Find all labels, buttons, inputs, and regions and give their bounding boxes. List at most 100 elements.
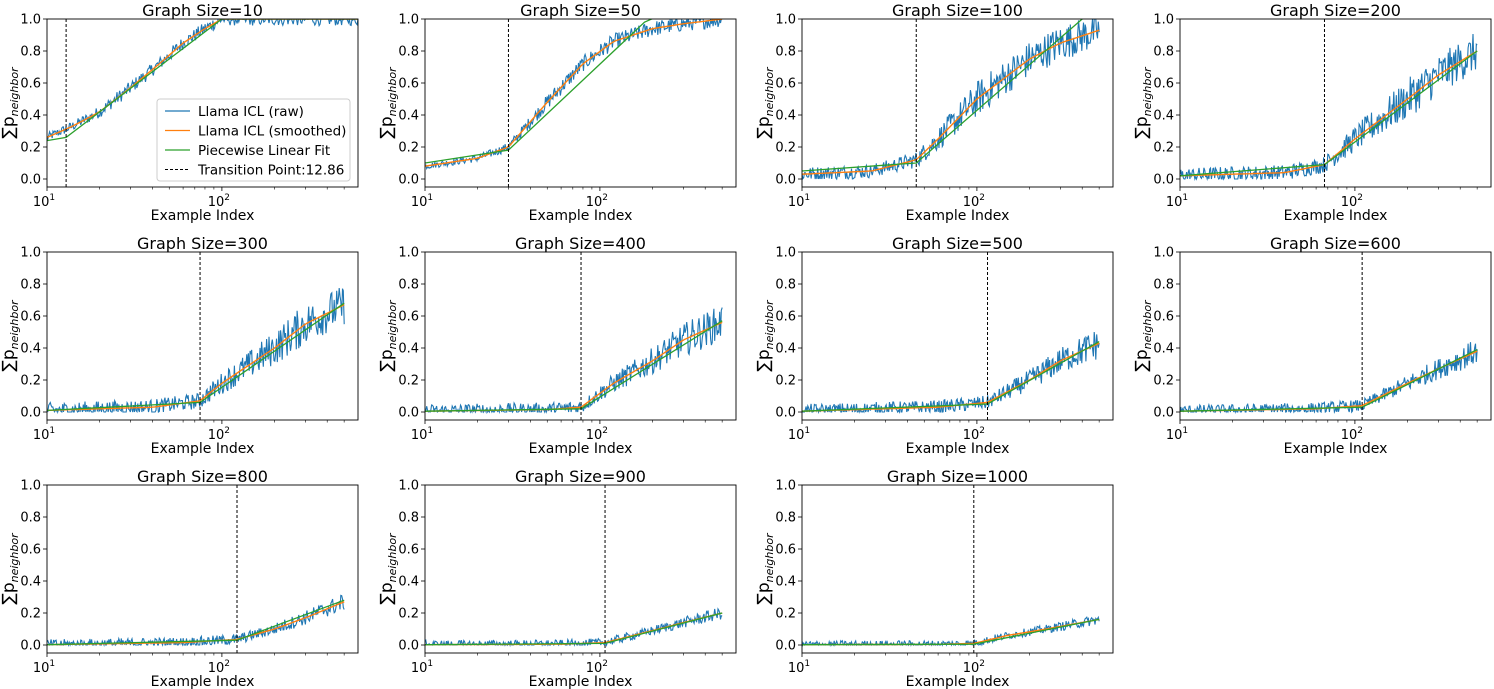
y-tick-label: 0.8	[775, 45, 796, 60]
y-tick-label: 0.2	[775, 141, 796, 156]
x-tick-label: 101	[1166, 426, 1188, 443]
smoothed-series-line	[802, 342, 1100, 412]
x-tick-label: 102	[1341, 193, 1363, 210]
x-tick-label: 101	[411, 193, 433, 210]
y-tick-label: 0.6	[775, 77, 796, 92]
y-tick-label: 0.6	[398, 77, 419, 92]
y-axis-label: ∑pneighbor	[377, 532, 399, 605]
piecewise-fit-line	[47, 19, 358, 142]
subplot: Graph Size=400 0.0 0.2 0.4 0.6 0.8 1.0 101 102Ex…	[377, 234, 737, 457]
x-tick-label: 102	[586, 426, 608, 443]
y-tick-label: 1.0	[1153, 246, 1174, 261]
subplot-title: Graph Size=300	[137, 234, 268, 253]
axes-frame	[1179, 251, 1492, 421]
y-tick-label: 1.0	[398, 479, 419, 494]
y-tick-label: 0.8	[775, 511, 796, 526]
axes-frame	[424, 251, 737, 421]
axes-frame	[801, 484, 1114, 654]
y-axis-label: ∑pneighbor	[754, 532, 776, 605]
y-tick-label: 0.6	[20, 310, 41, 325]
axes-frame	[46, 251, 359, 421]
axes-frame	[46, 18, 359, 188]
x-tick-label: 101	[33, 426, 55, 443]
y-tick-label: 0.6	[1153, 310, 1174, 325]
raw-series-line	[47, 594, 345, 647]
y-tick-label: 0.8	[398, 278, 419, 293]
x-tick-label: 102	[963, 193, 985, 210]
plot-area	[47, 19, 358, 187]
y-tick-label: 0.0	[20, 639, 41, 654]
x-tick-label: 101	[788, 659, 810, 676]
x-tick-label: 101	[33, 193, 55, 210]
y-tick-label: 0.6	[775, 543, 796, 558]
subplot: Graph Size=10 0.0 0.2 0.4 0.6 0.8 1.0 101 102Exa…	[0, 1, 359, 224]
subplot-title: Graph Size=500	[892, 234, 1023, 253]
smoothed-series-line	[425, 612, 723, 646]
x-tick-label: 102	[963, 659, 985, 676]
y-tick-label: 1.0	[398, 246, 419, 261]
y-axis-label: ∑pneighbor	[0, 66, 21, 139]
x-tick-label: 102	[208, 426, 230, 443]
y-tick-label: 0.0	[398, 406, 419, 421]
x-axis-label: Example Index	[529, 674, 633, 689]
x-tick-label: 102	[1341, 426, 1363, 443]
x-tick-label: 101	[1166, 193, 1188, 210]
y-tick-label: 0.0	[1153, 173, 1174, 188]
legend-label: Piecewise Linear Fit	[198, 143, 330, 159]
subplot: Graph Size=800 0.0 0.2 0.4 0.6 0.8 1.0 101 102Ex…	[0, 467, 359, 689]
y-tick-label: 0.4	[20, 342, 41, 357]
y-tick-label: 0.2	[398, 141, 419, 156]
piecewise-fit-line	[47, 599, 345, 646]
y-tick-label: 0.6	[20, 77, 41, 92]
y-tick-label: 0.2	[20, 374, 41, 389]
raw-series-line	[425, 607, 723, 648]
y-tick-label: 0.4	[20, 575, 41, 590]
y-tick-label: 0.2	[775, 374, 796, 389]
plot-area	[802, 252, 1100, 420]
y-axis-label: ∑pneighbor	[377, 66, 399, 139]
y-tick-label: 1.0	[20, 13, 41, 28]
y-tick-label: 1.0	[775, 479, 796, 494]
subplot: Graph Size=900 0.0 0.2 0.4 0.6 0.8 1.0 101 102Ex…	[377, 467, 737, 689]
piecewise-fit-line	[425, 19, 654, 164]
y-tick-label: 0.6	[775, 310, 796, 325]
y-tick-label: 0.0	[775, 639, 796, 654]
y-tick-label: 0.4	[398, 109, 419, 124]
y-tick-label: 1.0	[20, 246, 41, 261]
subplot: Graph Size=600 0.0 0.2 0.4 0.6 0.8 1.0 101 102Ex…	[1132, 234, 1492, 457]
y-tick-label: 0.0	[20, 406, 41, 421]
plot-area	[802, 19, 1100, 187]
x-tick-label: 102	[208, 659, 230, 676]
subplot-title: Graph Size=800	[137, 467, 268, 486]
legend-label: Llama ICL (raw)	[198, 104, 304, 120]
x-axis-label: Example Index	[906, 208, 1010, 224]
legend-label: Transition Point:12.86	[197, 163, 344, 179]
y-tick-label: 0.8	[398, 511, 419, 526]
plot-area	[425, 252, 723, 420]
x-axis-label: Example Index	[151, 441, 255, 457]
legend-label: Llama ICL (smoothed)	[198, 124, 346, 140]
y-tick-label: 0.4	[1153, 109, 1174, 124]
y-tick-label: 0.4	[20, 109, 41, 124]
y-tick-label: 0.4	[398, 575, 419, 590]
y-tick-label: 0.2	[1153, 141, 1174, 156]
plot-area	[425, 485, 723, 653]
subplot: Graph Size=200 0.0 0.2 0.4 0.6 0.8 1.0 101 102Ex…	[1132, 1, 1492, 224]
y-tick-label: 1.0	[1153, 13, 1174, 28]
y-tick-label: 1.0	[775, 13, 796, 28]
subplot-title: Graph Size=50	[520, 1, 641, 20]
plot-area	[1180, 19, 1478, 187]
plot-area	[1180, 252, 1478, 420]
piecewise-fit-line	[47, 302, 345, 412]
y-tick-label: 0.2	[1153, 374, 1174, 389]
x-tick-label: 102	[586, 193, 608, 210]
y-tick-label: 0.2	[775, 607, 796, 622]
subplot-title: Graph Size=200	[1270, 1, 1401, 20]
y-tick-label: 0.8	[1153, 45, 1174, 60]
y-tick-label: 0.2	[398, 374, 419, 389]
y-tick-label: 0.0	[398, 173, 419, 188]
y-tick-label: 0.4	[775, 575, 796, 590]
x-axis-label: Example Index	[906, 441, 1010, 457]
axes-frame	[1179, 18, 1492, 188]
